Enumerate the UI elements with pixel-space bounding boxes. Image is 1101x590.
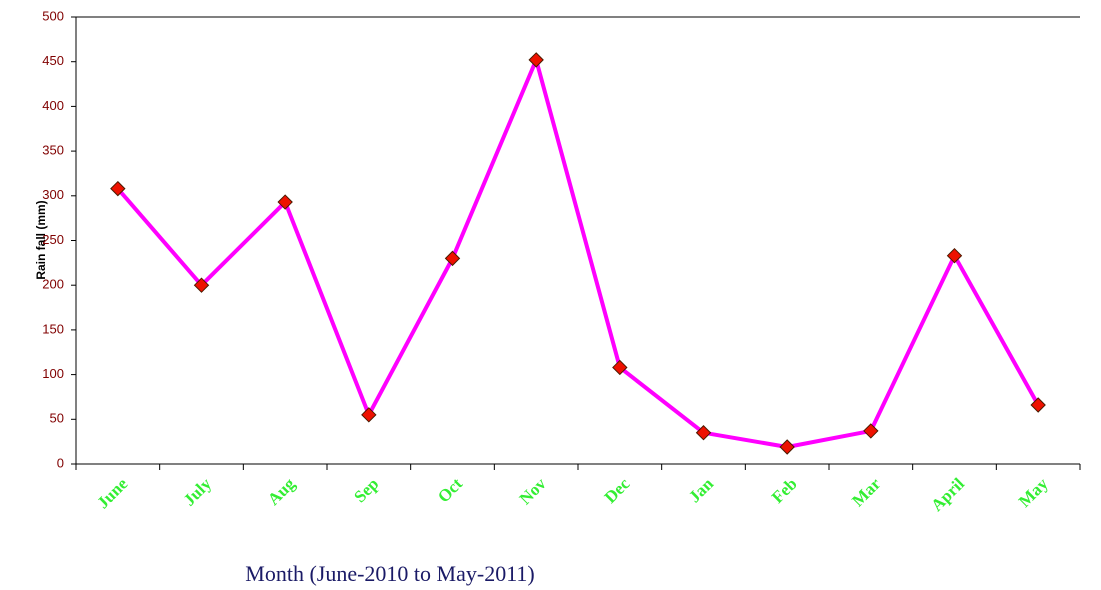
data-marker [695, 425, 712, 441]
x-tick-label: Feb [768, 474, 801, 507]
data-marker [612, 359, 628, 376]
data-line [116, 57, 1040, 450]
y-tick-label: 100 [42, 366, 64, 381]
x-tick-label: Oct [434, 474, 466, 506]
data-marker [946, 247, 963, 264]
x-tick-label: May [1015, 474, 1052, 511]
y-tick-label: 350 [42, 143, 64, 158]
y-tick-label: 500 [42, 8, 64, 23]
data-marker [779, 439, 795, 455]
y-tick-label: 450 [42, 53, 64, 68]
x-tick-label: Sep [350, 474, 382, 506]
data-marker [1030, 397, 1046, 413]
y-tick-label: 150 [42, 321, 64, 336]
x-tick-label: April [927, 474, 968, 515]
y-tick-label: 50 [50, 411, 64, 426]
y-tick-label: 400 [42, 98, 64, 113]
y-tick-label: 250 [42, 232, 64, 247]
x-tick-label: Jan [685, 474, 718, 507]
data-marker [528, 52, 544, 68]
data-marker [361, 407, 377, 423]
x-tick-label: Aug [264, 474, 299, 509]
data-marker [863, 423, 879, 439]
x-tick-label: July [180, 474, 216, 510]
data-marker [110, 180, 126, 197]
data-marker [277, 194, 293, 210]
data-marker [444, 250, 461, 267]
x-tick-label: Nov [516, 474, 550, 508]
x-tick-label: Dec [601, 474, 634, 507]
data-marker [193, 277, 210, 293]
y-tick-label: 300 [42, 187, 64, 202]
x-axis-label: Month (June-2010 to May-2011) [245, 561, 534, 586]
y-tick-label: 0 [57, 455, 64, 470]
y-tick-label: 200 [42, 277, 64, 292]
y-axis-label: Rain fall (mm) [34, 200, 48, 279]
x-tick-label: Mar [848, 474, 884, 510]
x-tick-label: June [93, 474, 131, 512]
